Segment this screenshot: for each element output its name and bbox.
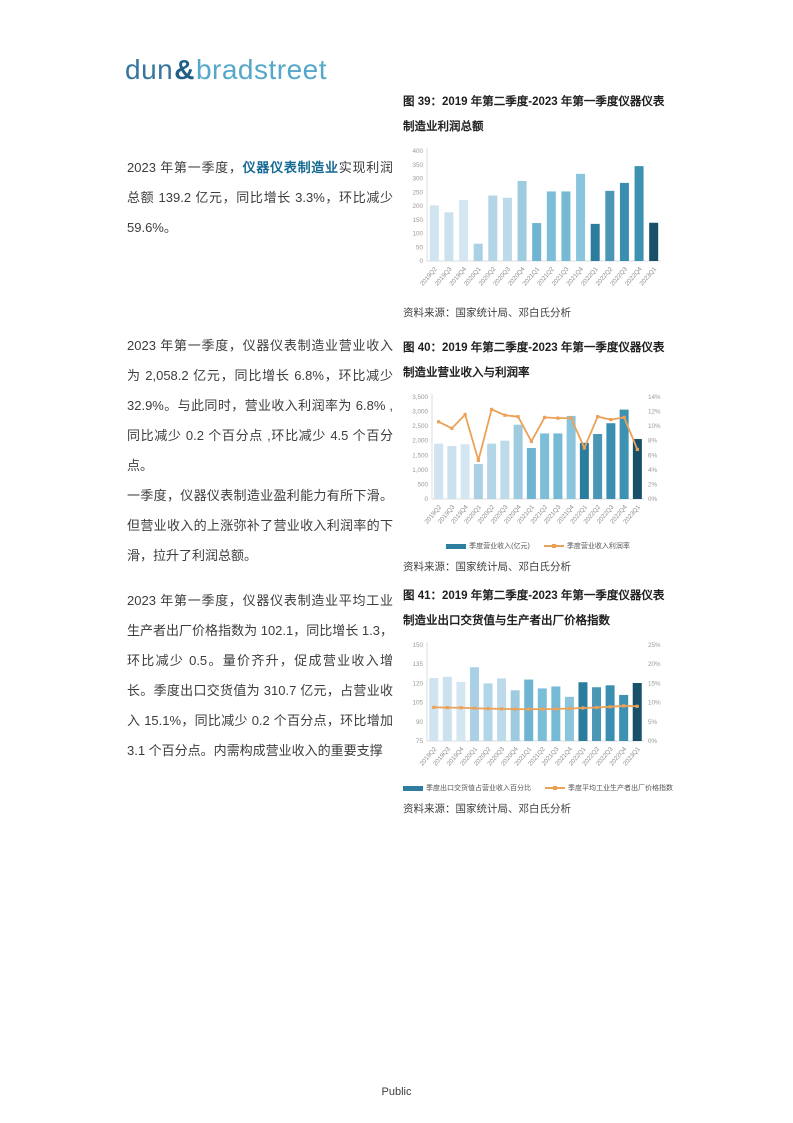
svg-text:3,500: 3,500 <box>412 394 428 401</box>
legend-item-ppi: 季度平均工业生产者出厂价格指数 <box>545 783 673 793</box>
legend-item-export-share: 季度出口交货值占营业收入百分比 <box>403 783 531 793</box>
svg-text:1,000: 1,000 <box>412 467 428 474</box>
figure-41-title: 图 41：2019 年第二季度-2023 年第一季度仪器仪表制造业出口交货值与生… <box>403 590 665 627</box>
figure-41-section: 图 41：2019 年第二季度-2023 年第一季度仪器仪表制造业出口交货值与生… <box>403 584 673 816</box>
footer-classification-label: Public <box>381 1086 412 1098</box>
legend-label: 季度出口交货值占营业收入百分比 <box>426 785 531 792</box>
svg-text:150: 150 <box>412 642 423 649</box>
svg-text:10%: 10% <box>648 423 661 430</box>
paragraph-text: 2023 年第一季度，仪器仪表制造业平均工业生产者出厂价格指数为 102.1，同… <box>127 593 393 758</box>
figure-40-title: 图 40：2019 年第二季度-2023 年第一季度仪器仪表制造业营业收入与利润… <box>403 342 665 379</box>
svg-text:5%: 5% <box>648 719 658 726</box>
line-legend-swatch-icon <box>545 786 565 790</box>
bar-legend-swatch-icon <box>446 543 467 549</box>
figure-40-combo-chart: 0 500 1,000 1,500 2,000 2,500 3,000 3,500 0% 2% 4%… <box>412 394 661 525</box>
figure-40-source: 资料来源：国家统计局、邓白氏分析 <box>403 561 571 573</box>
svg-text:15%: 15% <box>648 680 661 687</box>
svg-text:300: 300 <box>412 176 423 183</box>
svg-text:100: 100 <box>412 231 423 238</box>
figure-39-bar-chart: 0501001502002503003504002019Q22019Q32019… <box>412 148 661 287</box>
paragraph-text: 一季度，仪器仪表制造业盈利能力有所下滑。但营业收入的上涨弥补了营业收入利润率的下… <box>127 488 393 563</box>
bar-legend-swatch-icon <box>403 785 423 791</box>
legend-label: 季度营业收入(亿元) <box>469 543 530 550</box>
paragraph-segment: 实现利润总额 139.2 亿元，同比增长 3.3%，环比减少 59.6%。 <box>127 160 393 235</box>
line-legend-swatch-icon <box>543 544 564 548</box>
svg-text:2%: 2% <box>648 481 658 488</box>
svg-text:150: 150 <box>412 217 423 224</box>
svg-text:3,000: 3,000 <box>412 409 428 416</box>
figure-40-legend: 季度营业收入(亿元) 季度营业收入利润率 <box>403 541 673 551</box>
paragraph-text: 2023 年第一季度，仪器仪表制造业实现利润总额 139.2 亿元，同比增长 3… <box>127 153 393 243</box>
svg-text:10%: 10% <box>648 700 661 707</box>
svg-text:4%: 4% <box>648 467 658 474</box>
svg-text:0: 0 <box>424 496 428 503</box>
svg-text:75: 75 <box>416 738 424 745</box>
figure-41-combo-chart: 75901051201351500%5%10%15%20%25%2019Q220… <box>412 642 661 767</box>
paragraph-text: 2023 年第一季度，仪器仪表制造业营业收入为 2,058.2 亿元，同比增长 … <box>127 338 393 473</box>
svg-text:350: 350 <box>412 162 423 169</box>
svg-text:20%: 20% <box>648 661 661 668</box>
legend-label: 季度营业收入利润率 <box>566 543 630 550</box>
svg-text:1,500: 1,500 <box>412 452 428 459</box>
svg-text:135: 135 <box>412 661 423 668</box>
svg-text:200: 200 <box>412 203 423 210</box>
figure-40-section: 图 40：2019 年第二季度-2023 年第一季度仪器仪表制造业营业收入与利润… <box>403 336 673 574</box>
svg-text:0%: 0% <box>648 496 658 503</box>
svg-text:105: 105 <box>412 700 423 707</box>
figure-39-title: 图 39：2019 年第二季度-2023 年第一季度仪器仪表制造业利润总额 <box>403 96 665 133</box>
svg-text:0%: 0% <box>648 738 658 745</box>
legend-item-revenue: 季度营业收入(亿元) <box>446 541 530 551</box>
paragraph-segment: 2023 年第一季度， <box>127 160 243 175</box>
legend-item-margin: 季度营业收入利润率 <box>543 541 630 551</box>
svg-text:25%: 25% <box>648 642 661 649</box>
svg-text:2,000: 2,000 <box>412 438 428 445</box>
svg-text:12%: 12% <box>648 409 661 416</box>
figure-41-legend: 季度出口交货值占营业收入百分比 季度平均工业生产者出厂价格指数 <box>403 783 673 793</box>
svg-text:50: 50 <box>416 244 424 251</box>
ampersand-icon: & <box>174 54 195 85</box>
svg-text:0: 0 <box>419 258 423 265</box>
figure-39-section: 图 39：2019 年第二季度-2023 年第一季度仪器仪表制造业利润总额 0 5… <box>403 90 673 320</box>
svg-text:8%: 8% <box>648 438 658 445</box>
dun-bradstreet-logo: dun&bradstreet <box>125 54 327 86</box>
logo-text-dun: dun <box>125 54 174 85</box>
figure-39-source: 资料来源：国家统计局、邓白氏分析 <box>403 307 571 319</box>
highlighted-industry-term: 仪器仪表制造业 <box>242 160 339 175</box>
svg-text:400: 400 <box>412 148 423 155</box>
figure-41-source: 资料来源：国家统计局、邓白氏分析 <box>403 803 571 815</box>
svg-text:500: 500 <box>417 481 428 488</box>
svg-text:250: 250 <box>412 189 423 196</box>
svg-text:120: 120 <box>412 680 423 687</box>
logo-text-bradstreet: bradstreet <box>195 54 328 85</box>
legend-label: 季度平均工业生产者出厂价格指数 <box>568 785 673 792</box>
svg-text:6%: 6% <box>648 452 658 459</box>
svg-text:14%: 14% <box>648 394 661 401</box>
svg-text:2,500: 2,500 <box>412 423 428 430</box>
paragraph-export-ppi-summary: 2023 年第一季度，仪器仪表制造业平均工业生产者出厂价格指数为 102.1，同… <box>127 586 393 766</box>
paragraph-revenue-summary: 2023 年第一季度，仪器仪表制造业营业收入为 2,058.2 亿元，同比增长 … <box>127 331 393 571</box>
paragraph-profit-summary: 2023 年第一季度，仪器仪表制造业实现利润总额 139.2 亿元，同比增长 3… <box>127 153 393 243</box>
svg-text:90: 90 <box>416 719 424 726</box>
